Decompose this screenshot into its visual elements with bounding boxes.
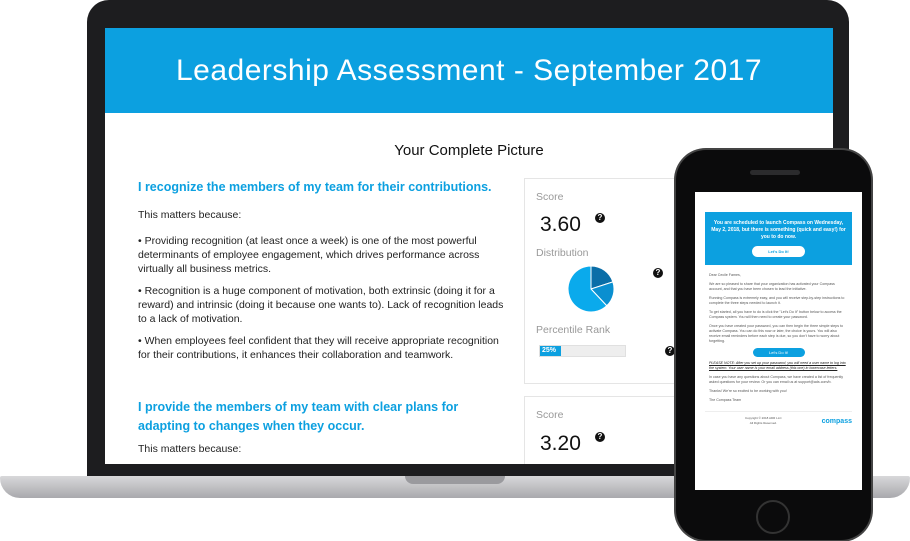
email-footer: Copyright © 2018 ADR LLC All Rights Reser…: [705, 411, 852, 426]
help-icon[interactable]: ?: [653, 268, 663, 278]
paragraph: Once you have created your password, you…: [709, 324, 844, 343]
copyright: Copyright © 2018 ADR LLC: [744, 416, 782, 420]
note: PLEASE NOTE: After you set up your passw…: [709, 361, 846, 370]
help-icon[interactable]: ?: [595, 432, 605, 442]
paragraph: Running Compass is extremely easy, and y…: [709, 296, 845, 305]
lets-do-it-button[interactable]: Let's Do It!: [752, 246, 805, 257]
questions: In case you have any questions about Com…: [709, 375, 844, 384]
thanks: Thanks! We're so excited to be working w…: [709, 389, 787, 393]
laptop-notch: [405, 476, 505, 484]
phone-speaker: [750, 170, 800, 175]
phone-home-button[interactable]: [756, 500, 790, 534]
email-banner: You are scheduled to launch Compass on W…: [705, 212, 852, 265]
greeting: Dear Cecile Fames,: [709, 273, 741, 277]
score-label: Score: [536, 191, 564, 203]
page-title: Leadership Assessment - September 2017: [105, 28, 833, 113]
score-label: Score: [536, 409, 564, 421]
percentile-label: Percentile Rank: [536, 324, 611, 336]
help-icon[interactable]: ?: [665, 346, 675, 356]
question-2: I provide the members of my team with cl…: [138, 400, 459, 433]
distribution-pie-chart: [567, 265, 615, 313]
lets-do-it-button-2[interactable]: Let's Do It!: [752, 348, 805, 357]
distribution-label: Distribution: [536, 247, 589, 259]
rights: All Rights Reserved.: [749, 421, 777, 425]
question-2-intro: This matters because:: [138, 443, 242, 455]
question-1: I recognize the members of my team for t…: [138, 180, 492, 194]
banner-text: You are scheduled to launch Compass on W…: [711, 220, 846, 240]
phone-screen-email: You are scheduled to launch Compass on W…: [695, 192, 862, 490]
percentile-bar: 25%: [539, 345, 626, 357]
paragraph: To get started, all you have to do is cl…: [709, 310, 842, 319]
score-value: 3.20: [540, 432, 581, 455]
score-value: 3.60: [540, 213, 581, 236]
bullet: • When employees feel confident that the…: [138, 335, 499, 361]
compass-logo: compass: [821, 417, 852, 425]
pie-slice: [567, 265, 608, 313]
page-subtitle: Your Complete Picture: [394, 142, 544, 159]
bullet: • Recognition is a huge component of mot…: [138, 285, 504, 325]
signoff: The Compass Team: [709, 398, 742, 402]
help-icon[interactable]: ?: [595, 213, 605, 223]
intro: This matters because:: [138, 209, 242, 221]
question-1-body: This matters because: • Providing recogn…: [138, 208, 508, 370]
bullet: • Providing recognition (at least once a…: [138, 235, 480, 275]
email-body: Dear Cecile Fames, We are so pleased to …: [695, 265, 862, 411]
paragraph: We are so pleased to share that your org…: [709, 282, 835, 291]
percentile-fill: 25%: [540, 346, 562, 356]
